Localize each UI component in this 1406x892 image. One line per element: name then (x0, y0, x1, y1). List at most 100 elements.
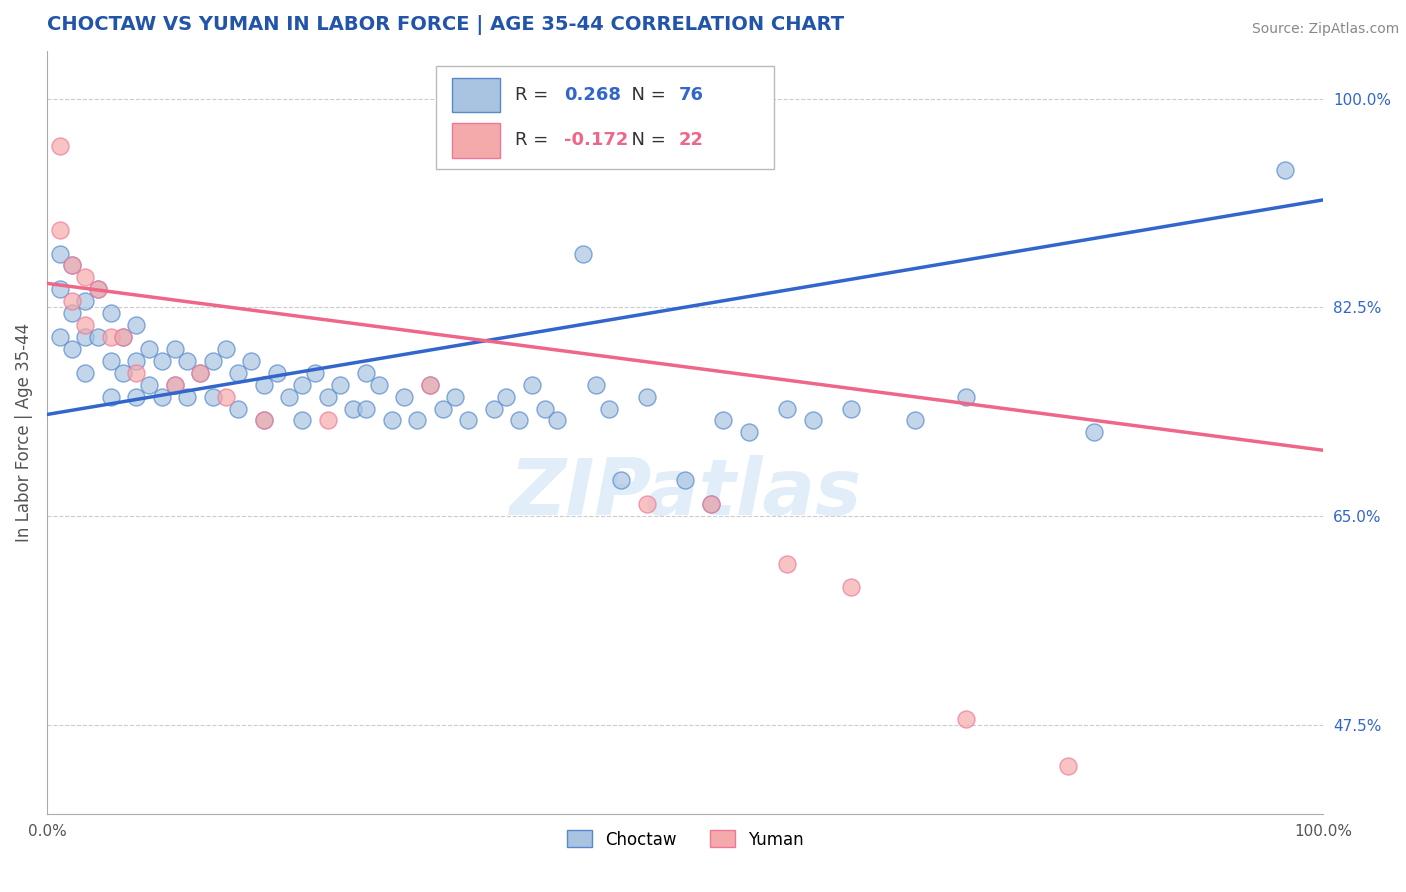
Point (48, 139, 70, 153)
Point (610, 473, 633, 487)
Point (444, 390, 467, 404)
Point (253, 413, 276, 427)
Point (673, 473, 696, 487)
Point (62, 259, 84, 273)
Point (125, 318, 148, 332)
Point (329, 377, 352, 392)
Point (100, 330, 122, 344)
Point (240, 354, 263, 368)
Point (380, 413, 402, 427)
Point (214, 390, 236, 404)
Text: -0.172: -0.172 (564, 131, 628, 150)
Point (176, 354, 198, 368)
Point (354, 401, 377, 416)
Point (636, 497, 658, 511)
Point (495, 390, 517, 404)
Text: Source: ZipAtlas.com: Source: ZipAtlas.com (1251, 22, 1399, 37)
Point (201, 354, 224, 368)
Point (62, 294, 84, 309)
Point (482, 401, 505, 416)
Point (125, 366, 148, 380)
Point (188, 366, 211, 380)
FancyBboxPatch shape (451, 123, 501, 158)
FancyBboxPatch shape (451, 78, 501, 112)
Point (48, 222, 70, 236)
Point (138, 377, 160, 392)
Point (1083, 425, 1105, 440)
Text: 76: 76 (679, 86, 703, 103)
Point (253, 413, 276, 427)
Point (839, 581, 862, 595)
Point (125, 354, 148, 368)
Point (176, 390, 198, 404)
Point (100, 306, 122, 320)
Point (1274, 163, 1296, 178)
Point (738, 425, 761, 440)
Point (62, 342, 84, 356)
Point (291, 377, 314, 392)
Point (150, 390, 173, 404)
Point (163, 377, 186, 392)
Point (776, 557, 799, 571)
Point (214, 342, 236, 356)
Point (699, 497, 721, 511)
Point (304, 366, 326, 380)
Text: 22: 22 (679, 131, 703, 150)
Point (533, 401, 555, 416)
Point (699, 497, 721, 511)
Point (1057, 759, 1080, 773)
Point (87, 330, 110, 344)
Point (62, 306, 84, 320)
Text: R =: R = (516, 86, 554, 103)
Point (75, 330, 97, 344)
Text: N =: N = (620, 131, 672, 150)
Text: CHOCTAW VS YUMAN IN LABOR FORCE | AGE 35-44 CORRELATION CHART: CHOCTAW VS YUMAN IN LABOR FORCE | AGE 35… (46, 15, 844, 35)
Point (711, 413, 734, 427)
Point (62, 259, 84, 273)
Point (253, 377, 276, 392)
Point (955, 390, 977, 404)
Y-axis label: In Labor Force | Age 35-44: In Labor Force | Age 35-44 (15, 323, 32, 542)
Point (163, 377, 186, 392)
Point (100, 390, 122, 404)
Point (419, 377, 441, 392)
Point (48, 330, 70, 344)
Point (546, 413, 568, 427)
Point (138, 342, 160, 356)
Point (112, 330, 135, 344)
Point (48, 282, 70, 296)
Point (316, 413, 339, 427)
Point (342, 401, 364, 416)
Point (801, 413, 824, 427)
Point (955, 712, 977, 726)
Point (201, 390, 224, 404)
Point (87, 282, 110, 296)
Point (163, 342, 186, 356)
Point (150, 354, 173, 368)
FancyBboxPatch shape (436, 66, 775, 169)
Point (75, 366, 97, 380)
Point (839, 401, 862, 416)
Point (776, 401, 799, 416)
Point (394, 390, 416, 404)
Text: 0.268: 0.268 (564, 86, 621, 103)
Point (87, 282, 110, 296)
Point (585, 377, 607, 392)
Point (636, 390, 658, 404)
Point (48, 246, 70, 260)
Point (520, 377, 543, 392)
Text: N =: N = (620, 86, 672, 103)
Text: R =: R = (516, 131, 554, 150)
Point (75, 294, 97, 309)
Point (367, 377, 389, 392)
Point (406, 413, 429, 427)
Point (598, 401, 620, 416)
Point (100, 354, 122, 368)
Point (188, 366, 211, 380)
Point (904, 413, 927, 427)
Point (572, 246, 595, 260)
Point (432, 401, 454, 416)
Point (75, 318, 97, 332)
Point (457, 413, 479, 427)
Point (419, 377, 441, 392)
